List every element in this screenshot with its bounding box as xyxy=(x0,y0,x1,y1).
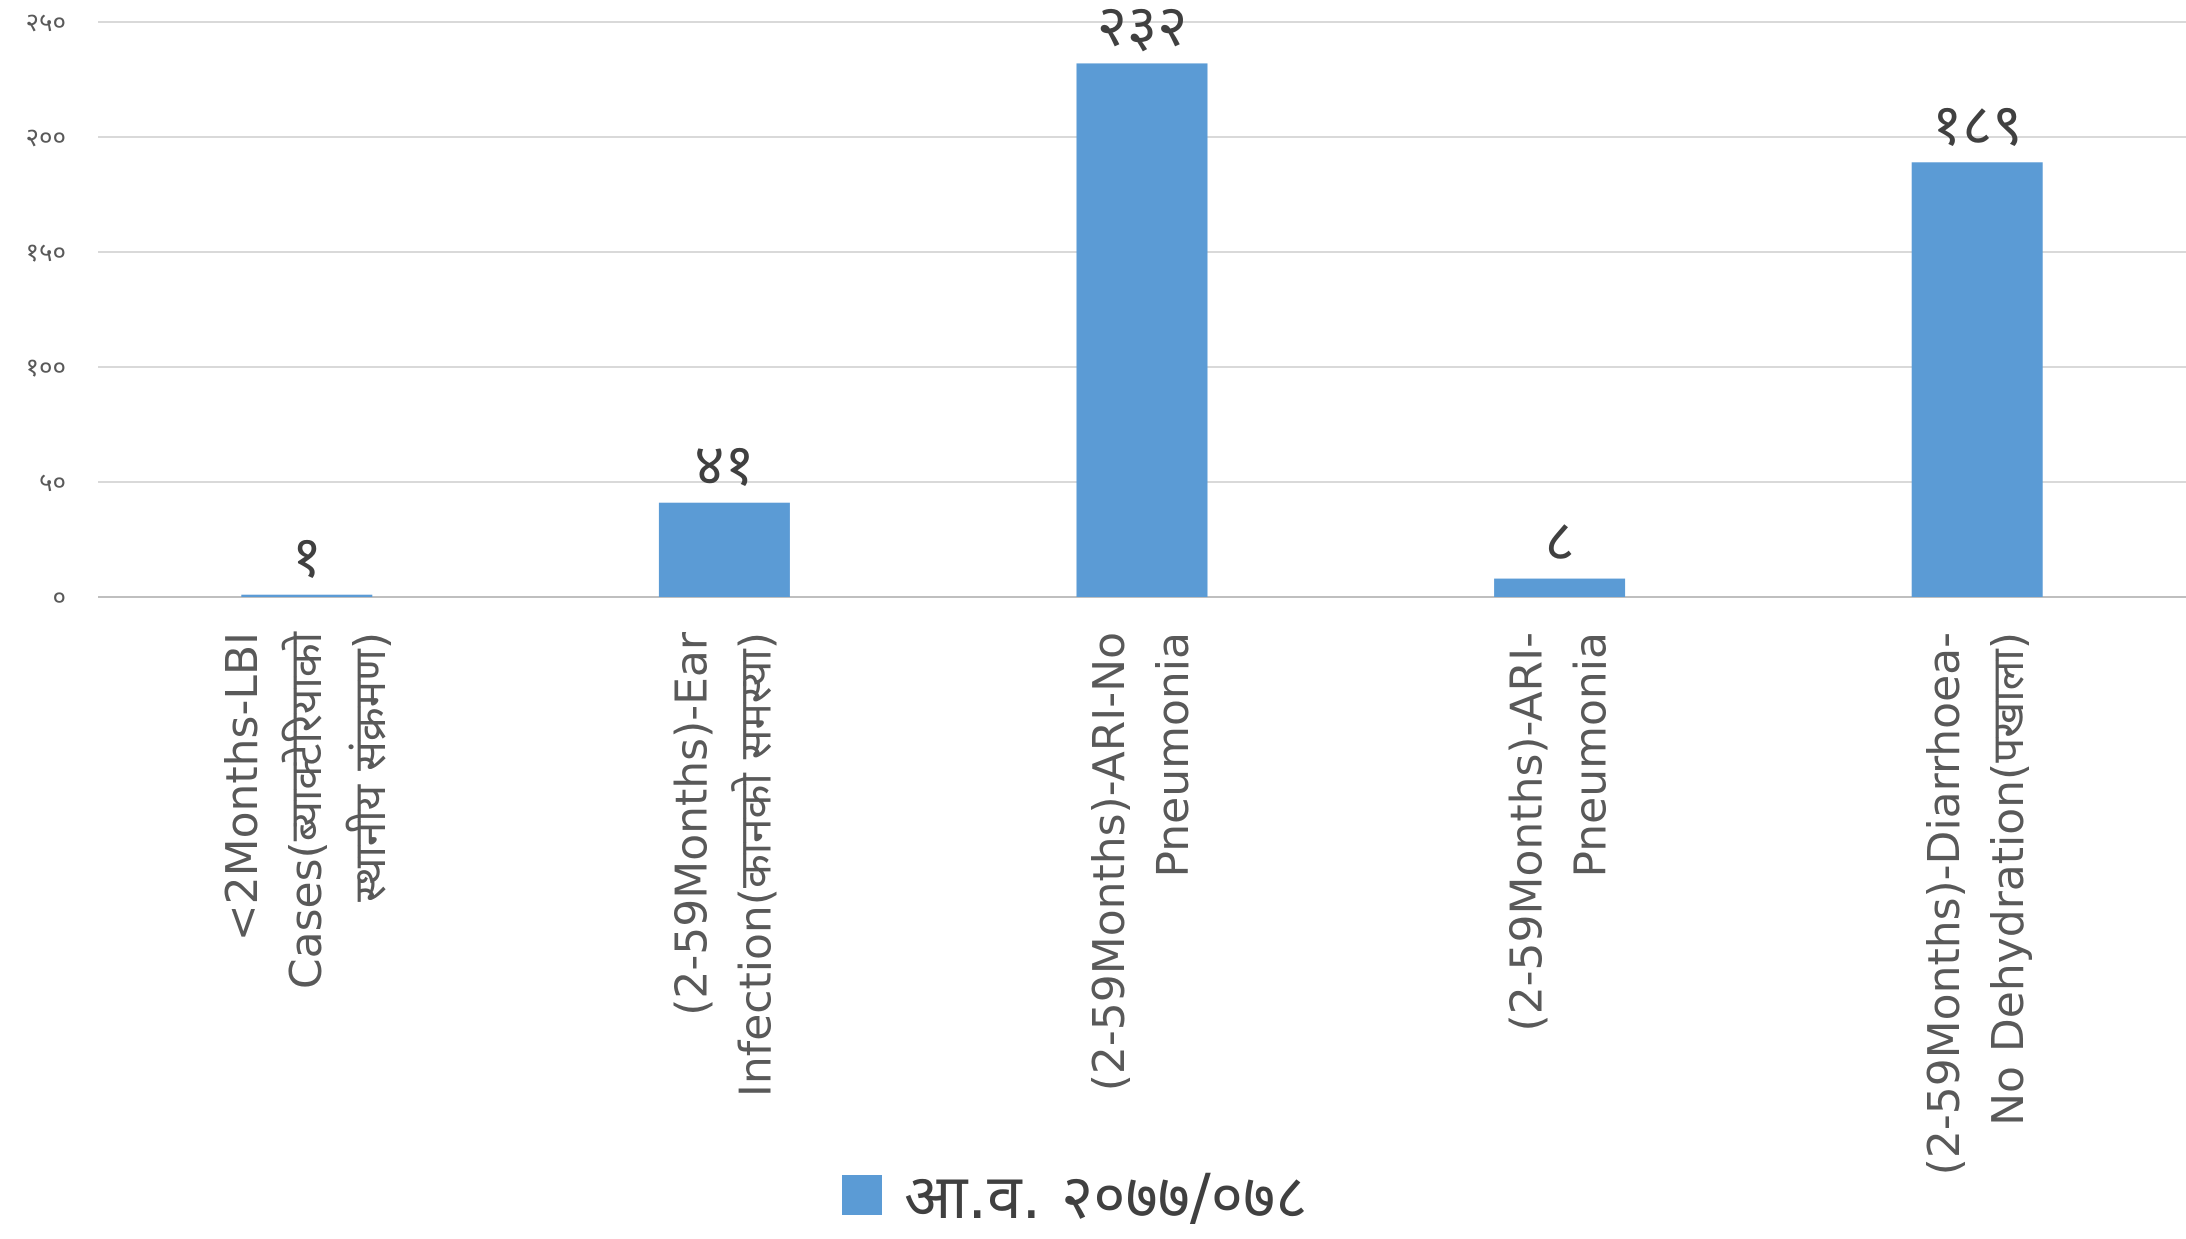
x-category-label: Infection(कानको समस्या) xyxy=(730,632,781,1097)
x-category-label: (2-59Months)-ARI-No xyxy=(1084,632,1135,1091)
x-category-label: (2-59Months)-Diarrhoea- xyxy=(1919,632,1970,1175)
y-tick-label: ० xyxy=(52,583,66,613)
x-category-label: स्थानीय संक्रमण) xyxy=(345,632,396,902)
x-axis-labels: <2Months-LBI Cases(ब्याक्टेरियाको स्थानीय … xyxy=(217,630,2034,1175)
bar-series xyxy=(241,63,2043,598)
x-category-label: (2-59Months)-Ear xyxy=(666,631,717,1016)
legend-label: आ.व. २०७७/०७८ xyxy=(904,1160,1308,1233)
y-axis-ticks: ० ५० १०० १५० २०० २५० xyxy=(25,8,66,613)
y-tick-label: १०० xyxy=(25,353,66,383)
y-tick-label: २०० xyxy=(25,123,66,153)
y-tick-label: १५० xyxy=(25,238,66,268)
x-category-label: No Dehydration(पखाला) xyxy=(1983,632,2034,1126)
bar xyxy=(1494,578,1626,597)
legend-swatch xyxy=(842,1175,882,1215)
data-label: १ xyxy=(292,523,322,591)
data-label: २३२ xyxy=(1097,0,1187,59)
x-category-label: (2-59Months)-ARI- xyxy=(1502,632,1553,1031)
x-category-label: Pneumonia xyxy=(1148,632,1199,877)
x-category-label: Cases(ब्याक्टेरियाको xyxy=(281,630,332,989)
bar xyxy=(658,502,790,597)
bar xyxy=(1911,162,2043,598)
y-tick-label: २५० xyxy=(25,8,66,38)
data-labels: १ ४१ २३२ ८ १८९ xyxy=(292,0,2023,591)
data-label: ४१ xyxy=(694,431,754,499)
x-category-label: <2Months-LBI xyxy=(217,632,268,941)
data-label: १८९ xyxy=(1932,90,2022,158)
bar xyxy=(241,594,373,597)
legend: आ.व. २०७७/०७८ xyxy=(842,1160,1308,1233)
y-tick-label: ५० xyxy=(39,468,66,498)
x-category-label: Pneumonia xyxy=(1566,632,1617,877)
bar xyxy=(1076,63,1208,597)
data-label: ८ xyxy=(1545,507,1575,575)
